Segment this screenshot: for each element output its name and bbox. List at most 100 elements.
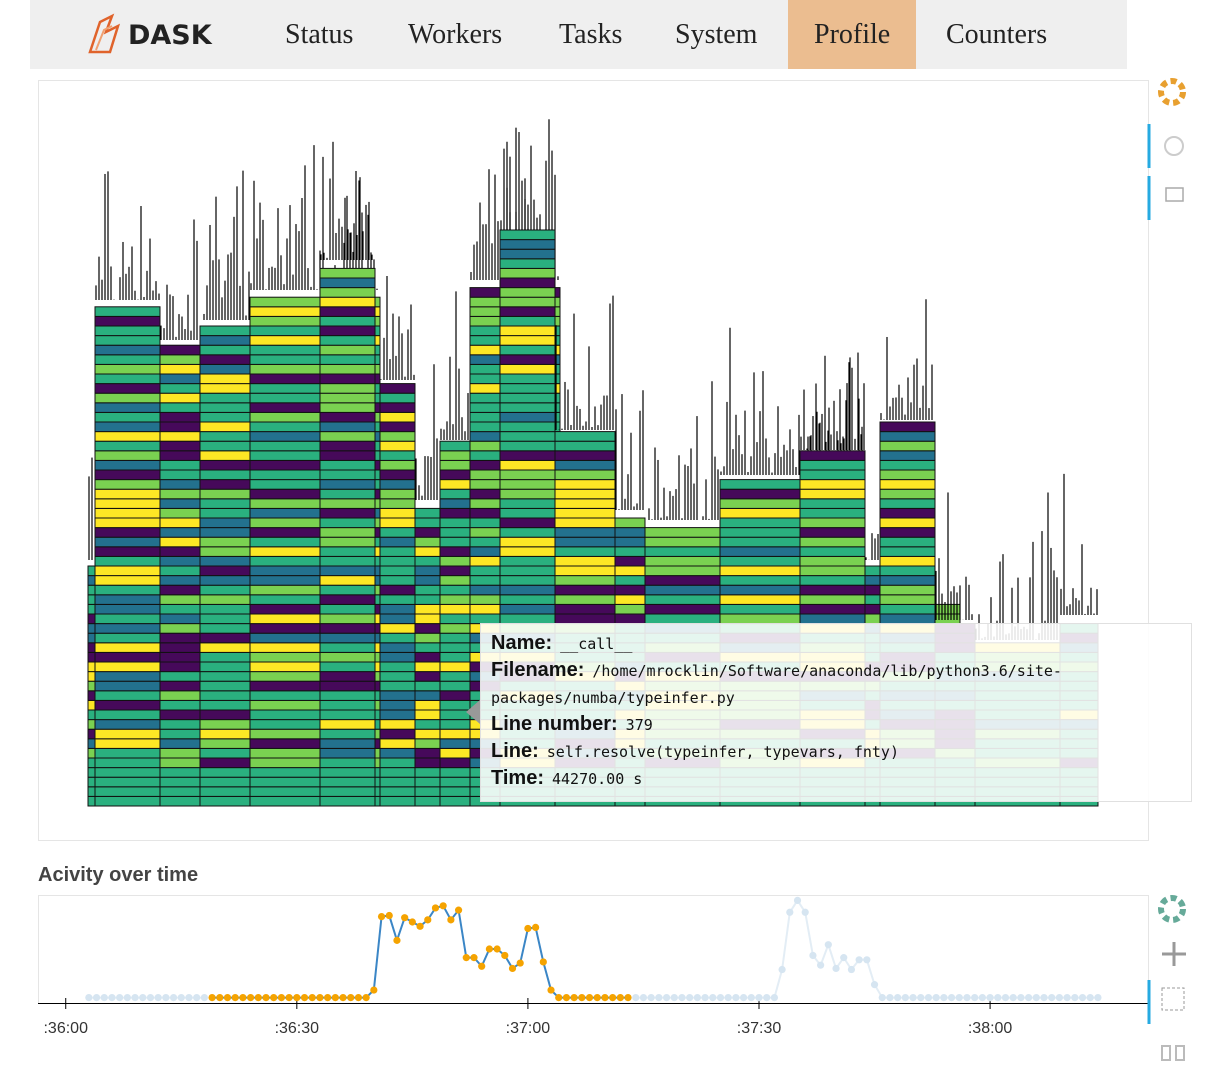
flame-frame (87, 661, 96, 673)
flame-frame (499, 277, 556, 289)
activity-point (793, 896, 802, 905)
flame-frame (499, 267, 556, 279)
flame-frame (319, 479, 376, 490)
flame-frame (379, 776, 416, 788)
flame-frame (799, 603, 866, 615)
flame-frame (439, 671, 471, 682)
activity-point (555, 994, 563, 1002)
nav-item[interactable]: Counters (946, 19, 1048, 50)
flame-frame (414, 728, 441, 740)
activity-point (216, 994, 224, 1002)
flame-frame (414, 680, 441, 692)
flame-frame (379, 507, 416, 519)
wheel-zoom-tool[interactable] (1164, 136, 1184, 156)
flame-frame (614, 584, 646, 596)
flame-frame (199, 392, 251, 404)
activity-point (270, 994, 278, 1002)
flame-frame (799, 594, 866, 605)
pan-tool[interactable] (1162, 942, 1186, 966)
activity-point (339, 994, 347, 1002)
flame-frame (159, 536, 201, 548)
tooltip-value: /home/mrocklin/Software/anaconda/lib/pyt… (491, 662, 1062, 707)
flame-frame (414, 651, 441, 663)
flame-frame (94, 431, 161, 442)
flame-frame (94, 565, 161, 577)
flame-frame (379, 795, 416, 807)
flame-frame (799, 507, 866, 519)
hover-tool[interactable] (1165, 187, 1184, 202)
nav-item[interactable]: Workers (408, 19, 503, 50)
flame-frame (94, 450, 161, 461)
activity-point (1001, 994, 1010, 1002)
nav-item[interactable]: Profile (788, 0, 917, 69)
tooltip-label: Time: (491, 767, 544, 789)
activity-point (932, 994, 940, 1002)
flame-frame (319, 335, 376, 346)
flame-frame (554, 440, 616, 452)
flame-frame (554, 459, 616, 471)
flame-frame (319, 267, 376, 279)
flame-frame (159, 373, 201, 385)
flame-frame (199, 795, 251, 807)
bokeh-logo[interactable] (1158, 78, 1186, 106)
activity-point (1048, 994, 1056, 1002)
flame-frame (414, 584, 441, 596)
flame-frame (87, 747, 96, 759)
flame-frame (199, 699, 251, 711)
activity-point (478, 962, 486, 970)
flame-frame (319, 488, 376, 500)
flame-frame (439, 594, 471, 605)
tap-tool[interactable] (1161, 1045, 1185, 1061)
flame-frame (94, 623, 161, 634)
flame-frame (644, 555, 721, 567)
flame-frame (319, 709, 376, 721)
flame-frame (799, 575, 866, 586)
brand[interactable]: DASK (82, 12, 212, 58)
flame-frame (439, 603, 471, 615)
flame-frame (554, 488, 616, 500)
activity-line (212, 904, 629, 999)
nav-item[interactable]: Tasks (559, 19, 623, 50)
nav-item[interactable]: System (675, 19, 758, 50)
activity-point (662, 994, 671, 1002)
flame-frame (799, 527, 866, 538)
flame-frame (159, 786, 201, 797)
flame-frame (879, 469, 936, 481)
flame-frame (159, 517, 201, 529)
activity-point (416, 922, 424, 930)
flame-frame (499, 527, 556, 538)
flame-frame (319, 671, 376, 682)
flame-frame (864, 584, 881, 596)
flame-frame (94, 661, 161, 673)
flame-frame (87, 613, 96, 625)
flame-frame (319, 411, 376, 423)
activity-point (1078, 994, 1087, 1002)
flame-frame (379, 565, 416, 577)
nav-item[interactable]: Status (285, 19, 354, 50)
flame-frame (87, 651, 96, 663)
flame-frame (199, 344, 251, 356)
flame-frame (199, 354, 251, 365)
flame-frame (94, 527, 161, 538)
flame-frame (94, 709, 161, 721)
flame-frame (379, 421, 416, 433)
flame-frame (94, 344, 161, 356)
flame-frame (319, 277, 376, 289)
flame-frame (499, 555, 556, 567)
flame-frame (414, 719, 441, 730)
flame-frame (499, 603, 556, 615)
flame-frame (159, 728, 201, 740)
flame-frame (499, 469, 556, 481)
flame-frame (199, 488, 251, 500)
activity-point (354, 994, 363, 1002)
flame-frame (499, 584, 556, 596)
flame-frame (439, 575, 471, 586)
activity-point (377, 913, 386, 921)
flame-frame (439, 786, 471, 797)
box-select-tool[interactable] (1161, 987, 1185, 1011)
flame-frame (439, 440, 471, 452)
bokeh-logo[interactable] (1158, 895, 1186, 923)
flame-frame (87, 671, 96, 682)
flame-frame (499, 248, 556, 260)
